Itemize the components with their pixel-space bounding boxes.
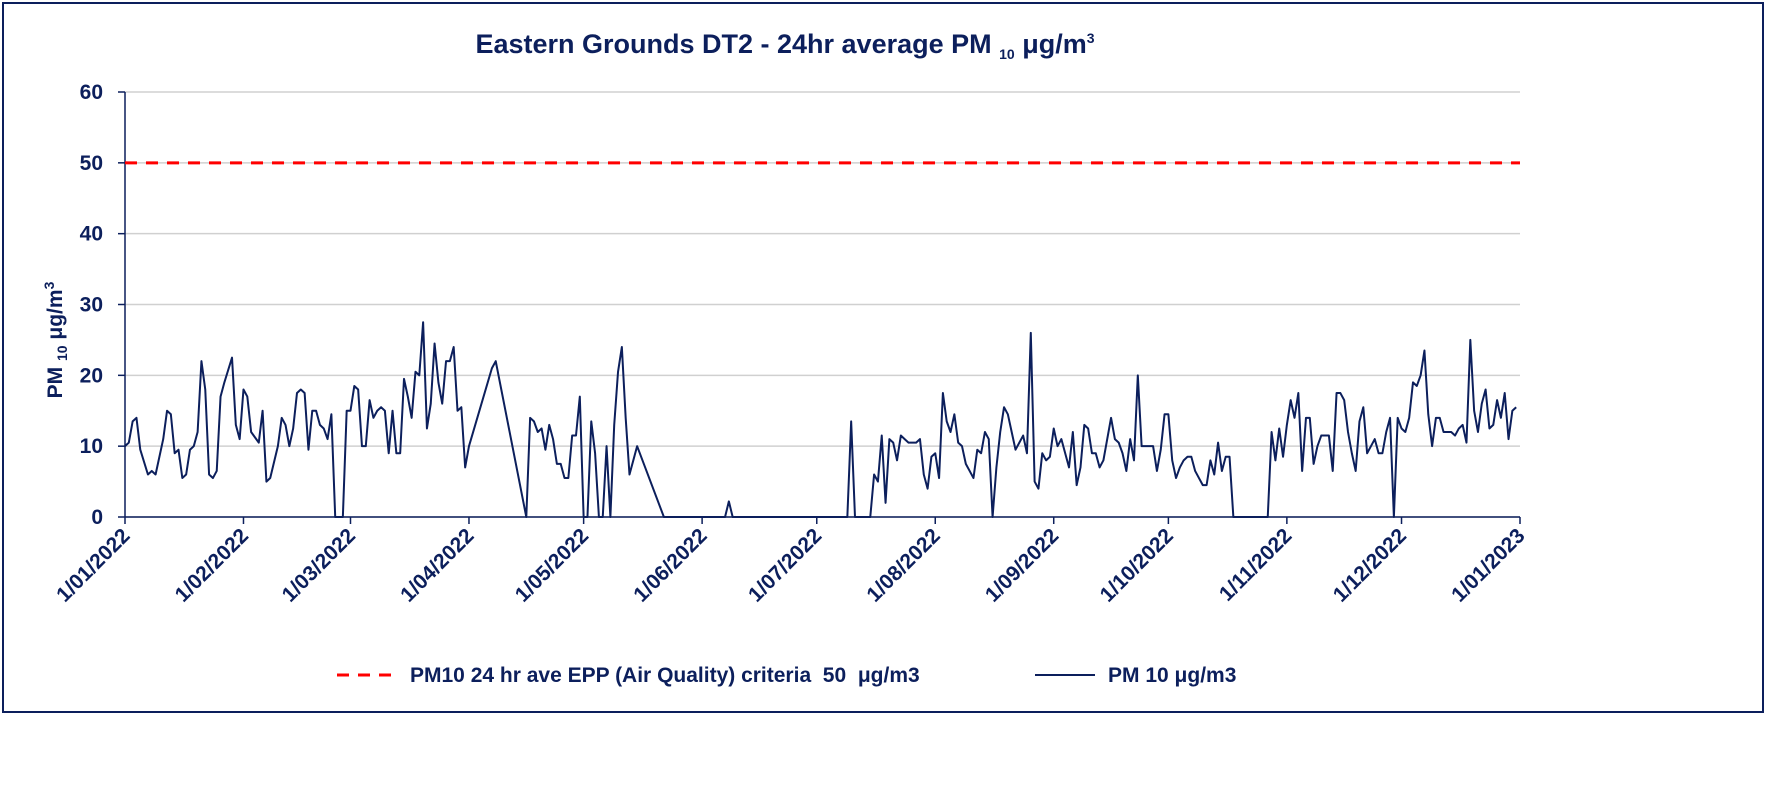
y-tick-label: 20: [80, 364, 103, 387]
y-label-sub: 10: [54, 345, 70, 361]
y-label-sup: 3: [41, 281, 57, 289]
y-tick-label: 0: [91, 506, 103, 529]
y-tick-label: 10: [80, 435, 103, 458]
title-sub: 10: [999, 46, 1015, 62]
y-label-text: μg/m: [44, 289, 67, 345]
title-sup: 3: [1087, 30, 1095, 46]
title-text: μg/m: [1015, 29, 1087, 59]
y-tick-label: 40: [80, 223, 103, 246]
chart-title: Eastern Grounds DT2 - 24hr average PM 10…: [475, 29, 1094, 62]
y-axis-label: PM 10 μg/m3: [41, 281, 70, 398]
legend-label: PM10 24 hr ave EPP (Air Quality) criteri…: [410, 664, 920, 687]
legend-label: PM 10 μg/m3: [1108, 664, 1236, 687]
title-text: Eastern Grounds DT2 - 24hr average PM: [475, 29, 999, 59]
y-label-text: PM: [44, 361, 67, 398]
y-tick-label: 30: [80, 294, 103, 317]
y-tick-label: 50: [80, 152, 103, 175]
chart-frame: [2, 2, 1764, 713]
series-line: [124, 321, 1517, 518]
y-tick-label: 60: [80, 81, 103, 104]
